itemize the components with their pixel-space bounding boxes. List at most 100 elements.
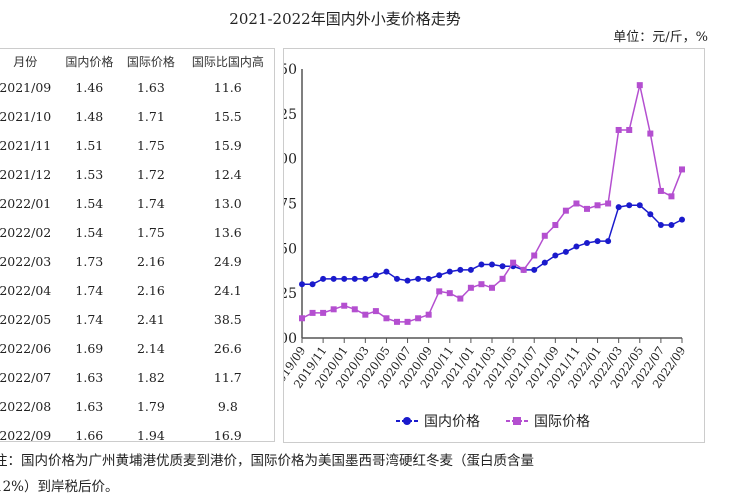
table-row: 2022/01 1.54 1.74 13.0 [0, 189, 274, 218]
legend-label: 国际价格 [534, 414, 590, 430]
table-cell: 1.74 [75, 283, 104, 298]
table-cell: 1.48 [75, 109, 104, 124]
data-point [478, 281, 485, 288]
data-point [573, 243, 580, 250]
table-cell: 1.54 [75, 196, 104, 211]
data-point [383, 268, 390, 275]
table-cell: 13.6 [213, 225, 242, 240]
col-domestic: 国内价格 [65, 54, 114, 69]
table-header: 月份 国内价格 国际价格 国际比国内高 [0, 49, 274, 73]
legend-marker [403, 417, 411, 425]
table-cell: 2.41 [136, 312, 165, 327]
table-cell: 1.54 [75, 225, 104, 240]
data-point [478, 261, 485, 268]
data-point [457, 295, 464, 302]
data-point [520, 266, 527, 273]
table-cell: 2022/04 [0, 283, 52, 298]
table-cell: 2.14 [136, 341, 165, 356]
data-point [615, 204, 622, 211]
chart-title: 2021-2022年国内外小麦价格走势 [229, 10, 461, 28]
data-point [436, 272, 443, 279]
data-point [436, 288, 443, 295]
y-tick-label: 1.50 [284, 241, 297, 257]
footnote-line: 12%）到岸税后价。 [0, 479, 119, 495]
col-international: 国际价格 [126, 54, 175, 69]
table-cell: 2022/09 [0, 428, 52, 443]
data-point [362, 275, 369, 282]
data-point [467, 266, 474, 273]
table-row: 2022/08 1.63 1.79 9.8 [0, 392, 274, 421]
data-point [446, 268, 453, 275]
data-point [594, 202, 601, 209]
data-point [372, 272, 379, 279]
table-cell: 1.51 [75, 138, 104, 153]
data-point [605, 200, 612, 207]
table-cell: 1.73 [75, 254, 104, 269]
data-point [626, 202, 633, 209]
data-point [552, 222, 559, 229]
legend-label: 国内价格 [424, 414, 480, 430]
table-cell: 1.72 [136, 167, 165, 182]
line-chart: 1.001.251.501.752.002.252.502019/092019/… [266, 62, 689, 430]
y-tick-label: 1.00 [284, 331, 297, 347]
data-point [636, 82, 643, 89]
data-point [626, 126, 633, 133]
data-point [647, 211, 654, 218]
table-cell: 1.46 [75, 80, 104, 95]
data-point [584, 205, 590, 212]
data-point [299, 281, 305, 288]
data-point [341, 275, 348, 282]
table-cell: 1.66 [75, 428, 104, 443]
table-row: 2022/09 1.66 1.94 16.9 [0, 421, 274, 450]
y-tick-label: 2.50 [284, 62, 297, 78]
y-tick-label: 2.25 [284, 107, 297, 123]
data-point [552, 252, 559, 259]
data-point [541, 259, 548, 266]
unit-label: 单位：元/斤，% [613, 30, 708, 45]
data-point [562, 248, 569, 255]
data-point [351, 275, 358, 282]
table-cell: 13.0 [213, 196, 242, 211]
data-point [562, 207, 569, 214]
data-point [657, 222, 664, 229]
table-row: 2022/03 1.73 2.16 24.9 [0, 247, 274, 276]
table-cell: 2022/03 [0, 254, 52, 269]
table-row: 2022/06 1.69 2.14 26.6 [0, 334, 274, 363]
table-cell: 11.6 [213, 80, 242, 95]
table-row: 2021/10 1.48 1.71 15.5 [0, 102, 274, 131]
data-point [415, 275, 422, 282]
table-row: 2021/12 1.53 1.72 12.4 [0, 160, 274, 189]
table-cell: 1.69 [75, 341, 104, 356]
table-cell: 12.4 [213, 167, 242, 182]
data-point [330, 275, 337, 282]
table-cell: 2022/07 [0, 370, 52, 385]
data-point [372, 308, 379, 315]
data-point [605, 238, 612, 245]
table-cell: 2021/11 [0, 138, 52, 153]
data-point [679, 166, 685, 173]
data-point [383, 315, 390, 322]
table-cell: 24.1 [213, 283, 242, 298]
data-point [531, 252, 538, 259]
table-row: 2022/07 1.63 1.82 11.7 [0, 363, 274, 392]
table-cell: 2022/06 [0, 341, 52, 356]
table-cell: 1.74 [136, 196, 165, 211]
table-cell: 1.71 [136, 109, 165, 124]
data-point [351, 306, 358, 313]
table-cell: 1.63 [75, 399, 104, 414]
legend-marker [513, 417, 521, 425]
table-cell: 15.9 [213, 138, 242, 153]
table-cell: 1.82 [136, 370, 165, 385]
data-point [541, 232, 548, 239]
table-cell: 1.63 [75, 370, 104, 385]
data-point [320, 275, 327, 282]
table-row: 2022/05 1.74 2.41 38.5 [0, 305, 274, 334]
series-line-domestic [302, 204, 683, 285]
col-month: 月份 [13, 54, 38, 69]
data-point [615, 126, 622, 133]
data-point [320, 309, 327, 316]
table-cell: 24.9 [213, 254, 242, 269]
footnote: 注：国内价格为广州黄埔港优质麦到港价，国际价格为美国墨西哥湾硬红冬麦（蛋白质含量… [0, 448, 750, 500]
table-cell: 1.75 [136, 225, 165, 240]
price-table: 月份 国内价格 国际价格 国际比国内高 2021/09 1.46 1.63 11.6 2… [0, 48, 275, 443]
